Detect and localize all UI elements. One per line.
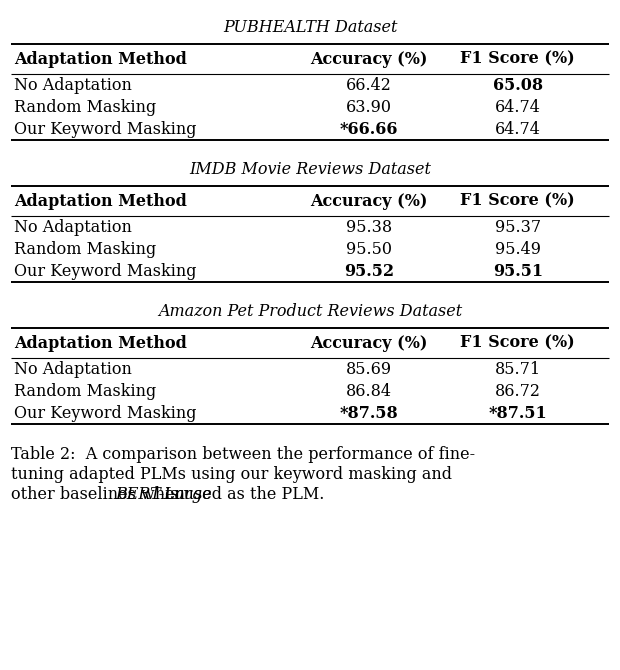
Text: Accuracy (%): Accuracy (%) <box>310 192 428 210</box>
Text: Random Masking: Random Masking <box>14 241 156 257</box>
Text: 95.49: 95.49 <box>495 241 541 257</box>
Text: 66.42: 66.42 <box>346 76 392 94</box>
Text: Our Keyword Masking: Our Keyword Masking <box>14 263 196 279</box>
Text: IMDB Movie Reviews Dataset: IMDB Movie Reviews Dataset <box>189 161 431 178</box>
Text: other baselines when: other baselines when <box>11 486 190 503</box>
Text: 86.72: 86.72 <box>495 383 541 399</box>
Text: 95.37: 95.37 <box>495 218 541 235</box>
Text: F1 Score (%): F1 Score (%) <box>461 192 575 210</box>
Text: Adaptation Method: Adaptation Method <box>14 192 187 210</box>
Text: 65.08: 65.08 <box>493 76 542 94</box>
Text: *87.58: *87.58 <box>340 405 398 421</box>
Text: No Adaptation: No Adaptation <box>14 360 131 377</box>
Text: PUBHEALTH Dataset: PUBHEALTH Dataset <box>223 19 397 36</box>
Text: No Adaptation: No Adaptation <box>14 218 131 235</box>
Text: tuning adapted PLMs using our keyword masking and: tuning adapted PLMs using our keyword ma… <box>11 466 452 483</box>
Text: 85.71: 85.71 <box>495 360 541 377</box>
Text: *66.66: *66.66 <box>340 121 398 137</box>
Text: Random Masking: Random Masking <box>14 383 156 399</box>
Text: Random Masking: Random Masking <box>14 98 156 115</box>
Text: 95.51: 95.51 <box>493 263 542 279</box>
Text: 64.74: 64.74 <box>495 98 541 115</box>
Text: Accuracy (%): Accuracy (%) <box>310 334 428 352</box>
Text: 86.84: 86.84 <box>346 383 392 399</box>
Text: Amazon Pet Product Reviews Dataset: Amazon Pet Product Reviews Dataset <box>158 304 462 320</box>
Text: is used as the PLM.: is used as the PLM. <box>161 486 325 503</box>
Text: No Adaptation: No Adaptation <box>14 76 131 94</box>
Text: Accuracy (%): Accuracy (%) <box>310 50 428 68</box>
Text: 95.52: 95.52 <box>344 263 394 279</box>
Text: F1 Score (%): F1 Score (%) <box>461 334 575 352</box>
Text: 95.38: 95.38 <box>346 218 392 235</box>
Text: 64.74: 64.74 <box>495 121 541 137</box>
Text: *87.51: *87.51 <box>489 405 547 421</box>
Text: F1 Score (%): F1 Score (%) <box>461 50 575 68</box>
Text: Adaptation Method: Adaptation Method <box>14 334 187 352</box>
Text: 95.50: 95.50 <box>346 241 392 257</box>
Text: BERT-Large: BERT-Large <box>115 486 212 503</box>
Text: Adaptation Method: Adaptation Method <box>14 50 187 68</box>
Text: Table 2:  A comparison between the performance of fine-: Table 2: A comparison between the perfor… <box>11 446 476 463</box>
Text: 85.69: 85.69 <box>346 360 392 377</box>
Text: Our Keyword Masking: Our Keyword Masking <box>14 121 196 137</box>
Text: Our Keyword Masking: Our Keyword Masking <box>14 405 196 421</box>
Text: 63.90: 63.90 <box>346 98 392 115</box>
